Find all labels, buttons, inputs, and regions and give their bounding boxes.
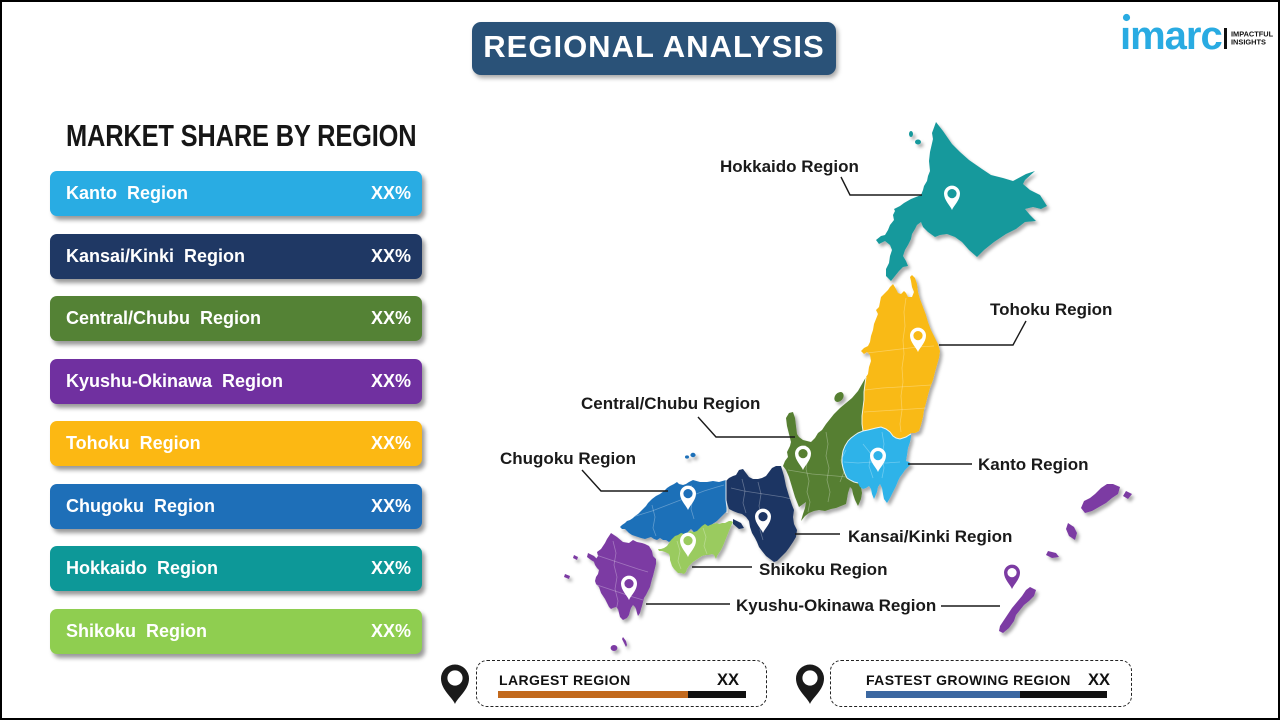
svg-text:IMPACTFUL: IMPACTFUL (1231, 30, 1274, 39)
svg-text:Hokkaido Region: Hokkaido Region (720, 157, 859, 176)
svg-text:Kanto Region: Kanto Region (978, 455, 1089, 474)
svg-text:Shikoku Region: Shikoku Region (759, 560, 887, 579)
svg-text:Chugoku Region: Chugoku Region (500, 449, 636, 468)
svg-text:Kansai/Kinki Region: Kansai/Kinki Region (848, 527, 1012, 546)
svg-text:Kyushu-Okinawa Region: Kyushu-Okinawa Region (736, 596, 936, 615)
svg-text:Central/Chubu Region: Central/Chubu Region (581, 394, 760, 413)
svg-text:Tohoku Region: Tohoku Region (990, 300, 1112, 319)
svg-text:ımarc: ımarc (1120, 14, 1222, 56)
svg-text:INSIGHTS: INSIGHTS (1231, 38, 1266, 47)
